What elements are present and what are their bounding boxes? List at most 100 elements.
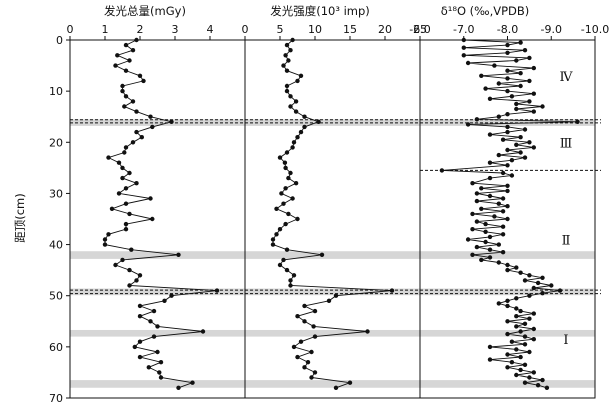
data-point-0-5: [113, 63, 118, 68]
data-point-2-126: [505, 365, 510, 370]
data-point-1-44: [277, 262, 283, 268]
data-point-0-61: [155, 349, 160, 355]
data-point-0-20: [130, 140, 136, 145]
data-point-2-121: [505, 352, 510, 357]
zone-label-2: Ⅱ: [562, 233, 571, 248]
data-point-2-25: [514, 101, 519, 107]
x-tick-label-1-4: 20: [378, 23, 392, 36]
data-point-1-16: [316, 119, 321, 125]
data-point-2-42: [531, 145, 536, 150]
data-point-2-107: [527, 316, 532, 321]
x-tick-label-2-4: -10.0: [581, 23, 609, 36]
data-point-1-56: [311, 324, 316, 329]
data-point-1-12: [293, 99, 299, 104]
data-point-2-41: [514, 142, 519, 147]
data-point-0-24: [116, 160, 122, 165]
data-point-2-116: [509, 339, 515, 344]
panel-frame-0: [69, 39, 246, 399]
data-point-2-54: [470, 181, 475, 186]
data-point-2-40: [527, 140, 532, 145]
data-point-1-15: [302, 114, 307, 119]
data-point-1-13: [288, 104, 293, 109]
y-tick-label-4: 40: [49, 239, 63, 252]
y-axis-label: 距顶(cm): [13, 193, 27, 243]
data-point-1-63: [305, 360, 311, 365]
data-point-2-87: [514, 265, 519, 270]
data-point-1-67: [347, 380, 353, 385]
data-point-2-94: [549, 283, 554, 288]
x-tick-label-1-3: 15: [343, 23, 357, 36]
data-point-2-112: [518, 329, 523, 334]
panel-title-delta18o: δ¹⁸O (‰,VPDB): [441, 4, 530, 18]
data-point-2-47: [509, 158, 515, 163]
x-tick-label-2-3: -9.0: [541, 23, 562, 36]
zone-labels: Ⅳ Ⅲ Ⅱ Ⅰ: [560, 70, 574, 348]
data-point-2-74: [500, 232, 506, 237]
data-point-2-10: [492, 63, 497, 68]
data-point-1-45: [284, 267, 290, 273]
data-point-1-1: [284, 42, 290, 48]
data-point-0-66: [158, 375, 164, 380]
data-point-2-28: [531, 109, 536, 114]
data-point-2-92: [522, 278, 528, 283]
data-point-2-77: [483, 239, 488, 245]
data-point-2-123: [487, 357, 493, 362]
data-point-0-68: [176, 385, 181, 390]
data-point-2-115: [531, 337, 536, 342]
data-point-1-28: [293, 181, 299, 186]
data-point-2-29: [505, 112, 510, 117]
data-point-1-54: [295, 314, 300, 319]
data-point-2-4: [522, 48, 528, 53]
data-point-2-16: [527, 78, 532, 84]
data-point-0-4: [127, 58, 132, 63]
data-point-1-52: [302, 303, 307, 309]
data-point-1-50: [333, 293, 339, 298]
data-point-0-49: [214, 288, 220, 293]
data-point-2-79: [474, 244, 480, 250]
data-point-2-44: [518, 150, 523, 155]
data-point-1-34: [286, 211, 291, 217]
data-point-2-58: [474, 191, 480, 196]
x-tick-label-0-1: 1: [102, 23, 109, 36]
data-point-0-52: [137, 303, 143, 309]
data-point-0-65: [157, 370, 162, 375]
data-point-2-100: [505, 298, 510, 303]
data-point-2-83: [487, 255, 493, 260]
data-point-0-44: [113, 262, 118, 268]
data-point-2-118: [487, 344, 493, 350]
data-point-0-32: [123, 201, 129, 206]
data-point-2-12: [505, 68, 510, 73]
data-point-2-22: [509, 94, 515, 99]
data-point-2-132: [522, 380, 528, 385]
data-point-0-51: [162, 298, 167, 303]
data-point-0-48: [127, 283, 132, 288]
data-point-2-60: [500, 196, 506, 201]
data-point-0-26: [127, 170, 132, 176]
data-point-1-62: [295, 354, 300, 360]
data-point-1-58: [312, 334, 318, 339]
data-point-0-58: [151, 334, 157, 339]
x-tick-label-0-0: 0: [67, 23, 74, 36]
data-point-2-125: [522, 362, 528, 367]
data-point-0-62: [137, 354, 143, 360]
data-point-2-55: [505, 183, 510, 188]
data-point-0-57: [200, 329, 206, 334]
data-point-1-51: [326, 298, 332, 303]
data-point-0-15: [148, 114, 153, 119]
data-point-1-37: [277, 227, 283, 232]
data-point-1-10: [284, 88, 290, 94]
data-point-2-56: [479, 186, 484, 191]
x-tick-label-1-1: 5: [277, 23, 284, 36]
data-point-2-78: [496, 242, 501, 247]
shaded-band-1: [70, 251, 595, 259]
data-point-1-33: [274, 206, 279, 211]
data-point-0-41: [129, 247, 134, 252]
data-point-1-5: [281, 63, 286, 68]
data-point-1-60: [291, 344, 297, 350]
data-point-0-54: [137, 314, 143, 319]
data-point-2-24: [527, 99, 532, 104]
data-point-1-40: [270, 242, 276, 247]
data-point-2-27: [514, 106, 519, 112]
data-point-0-12: [130, 99, 136, 104]
data-point-2-76: [465, 237, 471, 242]
